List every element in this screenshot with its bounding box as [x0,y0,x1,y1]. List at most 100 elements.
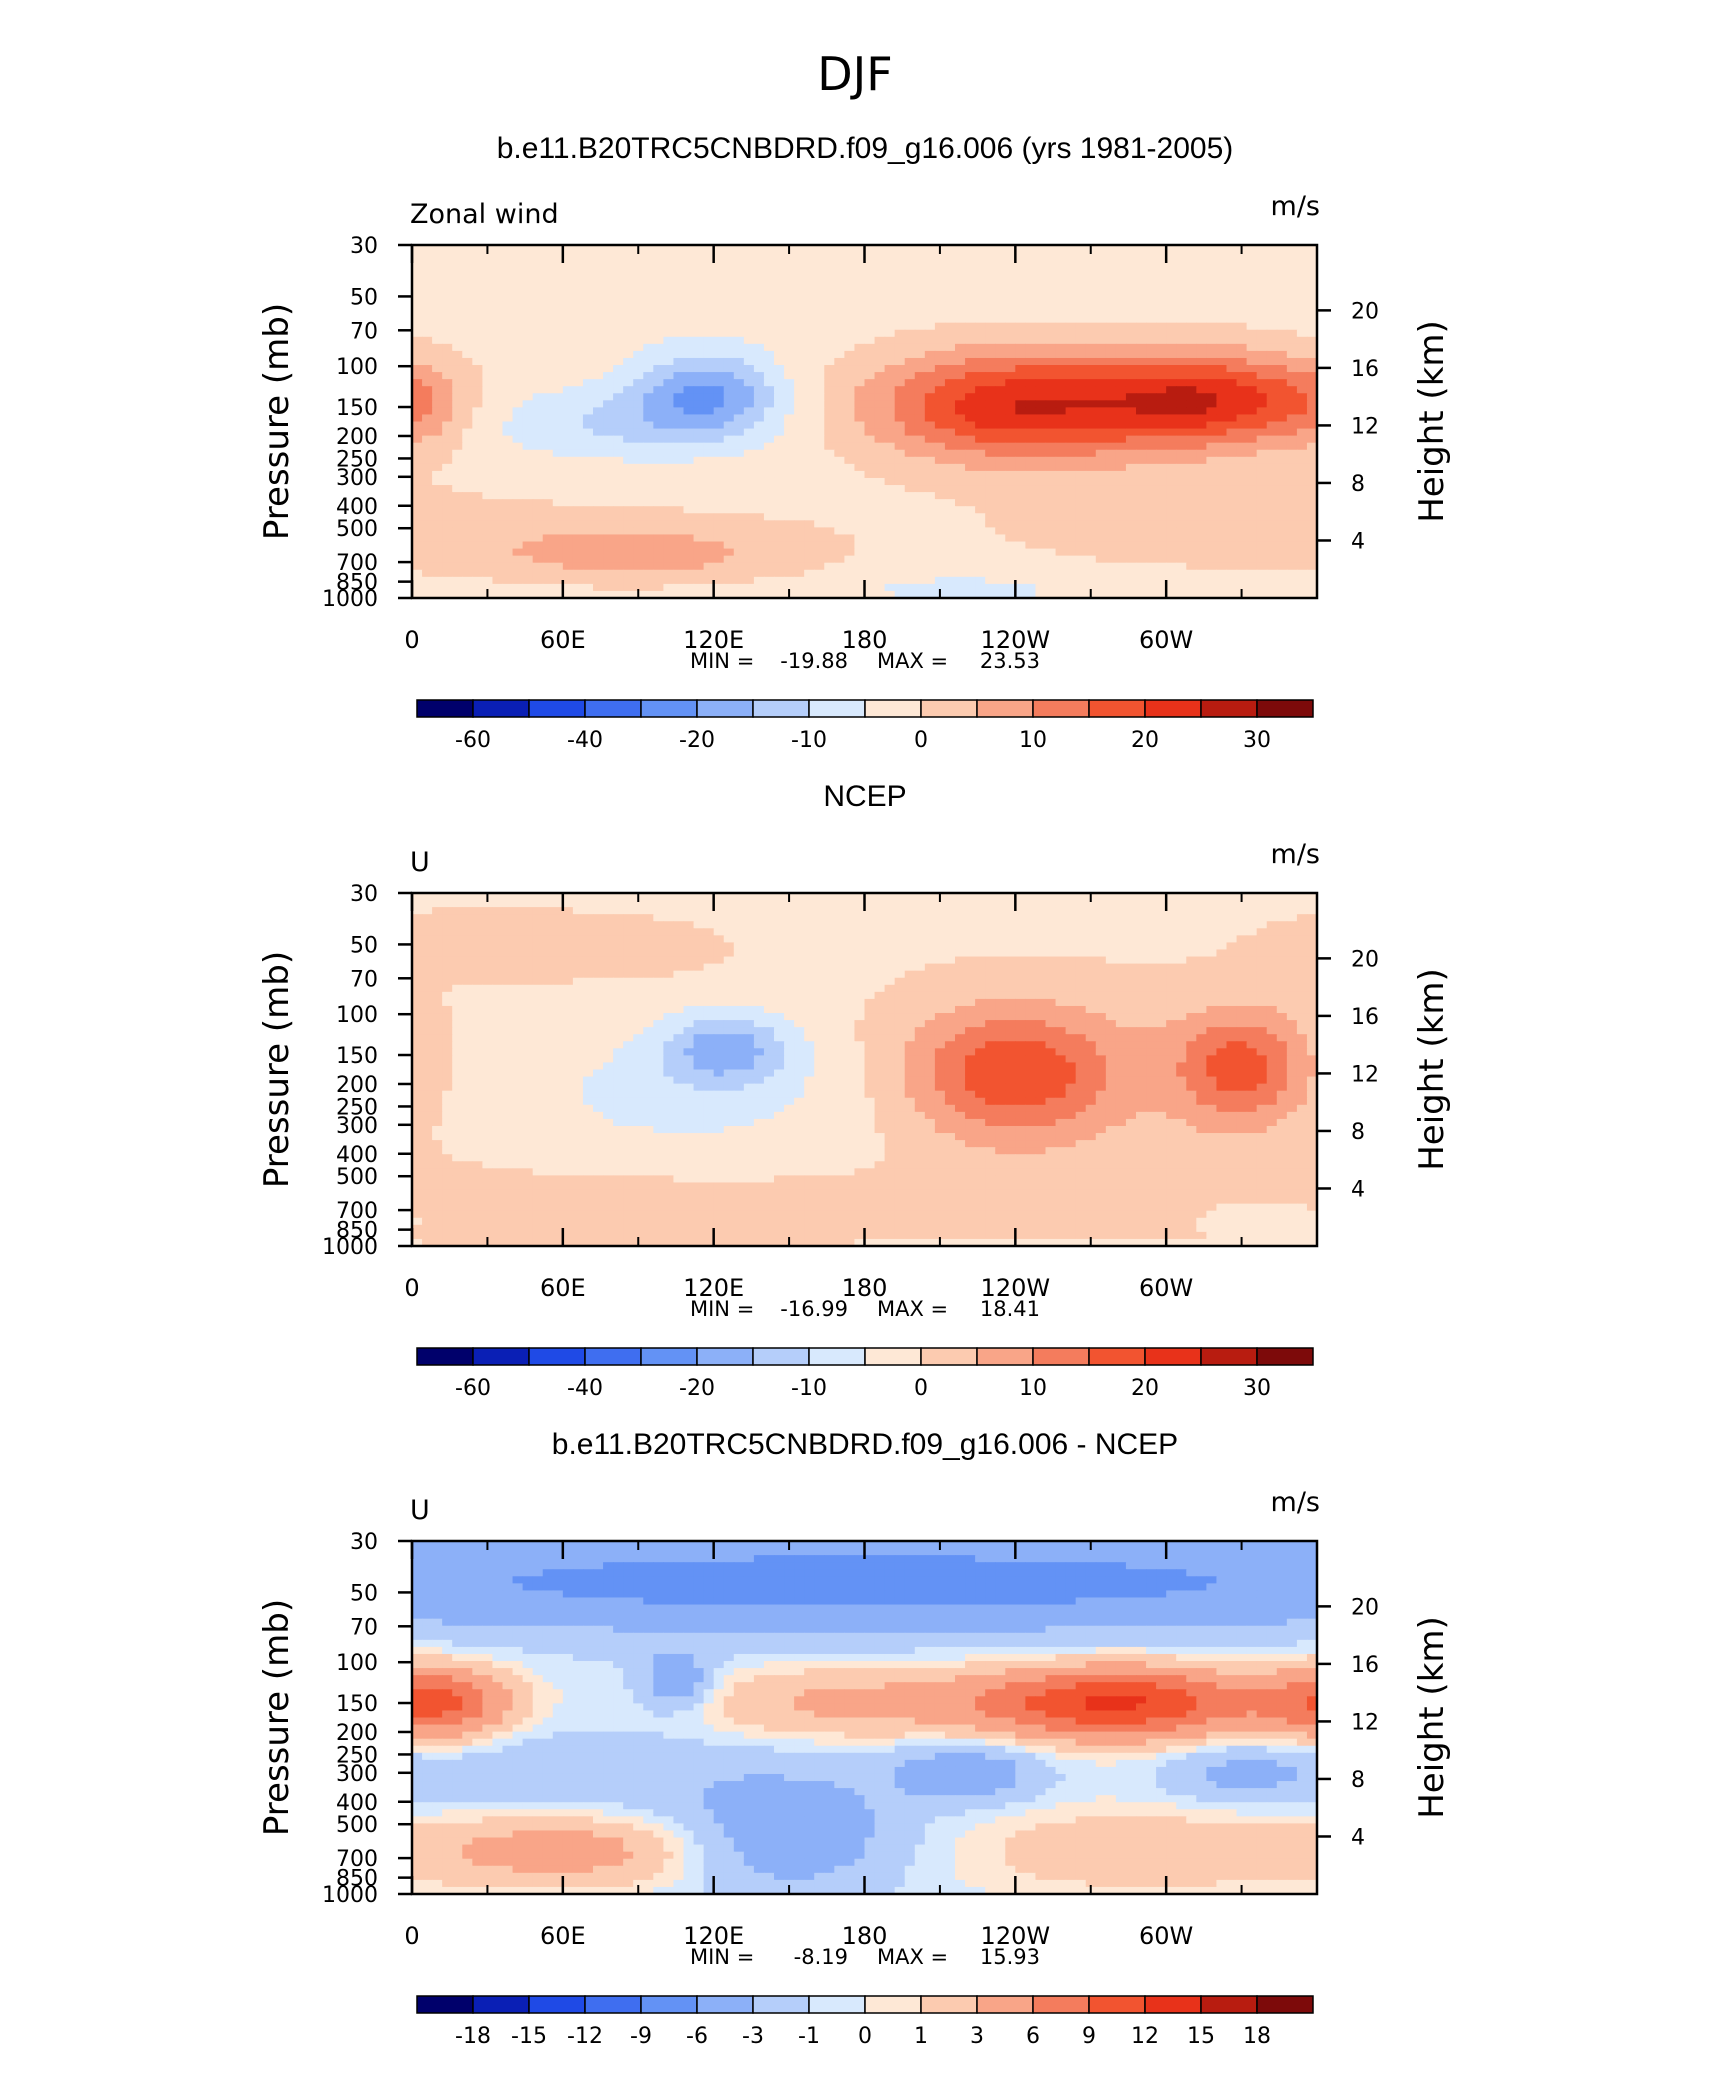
field-cell [794,570,805,578]
field-cell [663,584,674,592]
field-cell [543,549,554,557]
field-cell [422,386,433,394]
field-cell [945,372,956,380]
field-cell [1146,436,1157,444]
field-cell [573,429,584,437]
field-cell [673,520,684,528]
field-cell [1046,337,1057,345]
field-cell [955,471,966,479]
field-cell [925,386,936,394]
field-cell [1237,393,1248,401]
field-cell [1096,584,1107,592]
field-cell [945,393,956,401]
field-cell [814,372,825,380]
field-cell [1247,542,1258,550]
field-cell [844,252,855,260]
field-cell [995,549,1006,557]
field-cell [1076,372,1087,380]
field-cell [1206,549,1217,557]
field-cell [653,584,664,592]
field-cell [1156,287,1167,295]
field-cell [1196,513,1207,521]
colorbar-label: -10 [791,728,827,753]
field-cell [1126,316,1137,324]
field-cell [1267,450,1278,458]
field-cell [523,577,534,585]
field-cell [935,337,946,345]
field-cell [422,301,433,309]
field-cell [1257,485,1268,493]
field-cell [472,556,483,564]
field-cell [593,570,604,578]
field-cell [1106,499,1117,507]
field-cell [1025,344,1036,352]
field-cell [744,450,755,458]
field-cell [684,393,695,401]
field-cell [593,400,604,408]
field-cell [1035,429,1046,437]
field-cell [754,344,765,352]
field-cell [794,527,805,535]
field-cell [593,914,604,922]
field-cell [663,316,674,324]
field-cell [1106,577,1117,585]
field-cell [744,436,755,444]
field-cell [995,301,1006,309]
field-cell [643,542,654,550]
field-cell [442,337,453,345]
field-cell [895,907,906,915]
field-cell [1146,450,1157,458]
field-cell [1287,429,1298,437]
field-cell [885,273,896,281]
field-cell [1156,492,1167,500]
field-cell [1287,386,1298,394]
field-cell [492,351,503,359]
field-cell [925,309,936,317]
field-cell [1297,556,1308,564]
field-cell [1156,563,1167,571]
field-cell [442,365,453,373]
field-cell [623,287,634,295]
field-cell [603,450,614,458]
field-cell [814,450,825,458]
field-cell [774,527,785,535]
field-cell [1206,570,1217,578]
field-cell [684,351,695,359]
field-cell [553,273,564,281]
field-cell [643,577,654,585]
field-cell [603,534,614,542]
field-cell [412,386,423,394]
field-cell [472,266,483,274]
field-cell [613,266,624,274]
field-cell [1106,422,1117,430]
field-cell [975,344,986,352]
field-cell [1025,422,1036,430]
field-cell [492,280,503,288]
field-cell [1005,506,1016,514]
field-cell [1297,429,1308,437]
field-cell [734,563,745,571]
field-cell [844,429,855,437]
y-right-tick-label: 16 [1351,357,1379,382]
stat-max-label: MAX = [877,649,948,673]
field-cell [905,513,916,521]
colorbar-label: 30 [1243,728,1271,753]
field-cell [1156,527,1167,535]
field-cell [1146,259,1157,267]
field-cell [1076,499,1087,507]
field-cell [975,365,986,373]
field-cell [452,457,463,465]
field-cell [885,492,896,500]
field-cell [925,273,936,281]
field-cell [955,900,966,908]
field-cell [633,294,644,302]
field-cell [643,365,654,373]
field-cell [1066,309,1077,317]
field-cell [653,570,664,578]
field-cell [573,457,584,465]
field-cell [432,450,443,458]
field-cell [754,351,765,359]
field-cell [784,542,795,550]
field-cell [1005,358,1016,366]
field-cell [563,287,574,295]
